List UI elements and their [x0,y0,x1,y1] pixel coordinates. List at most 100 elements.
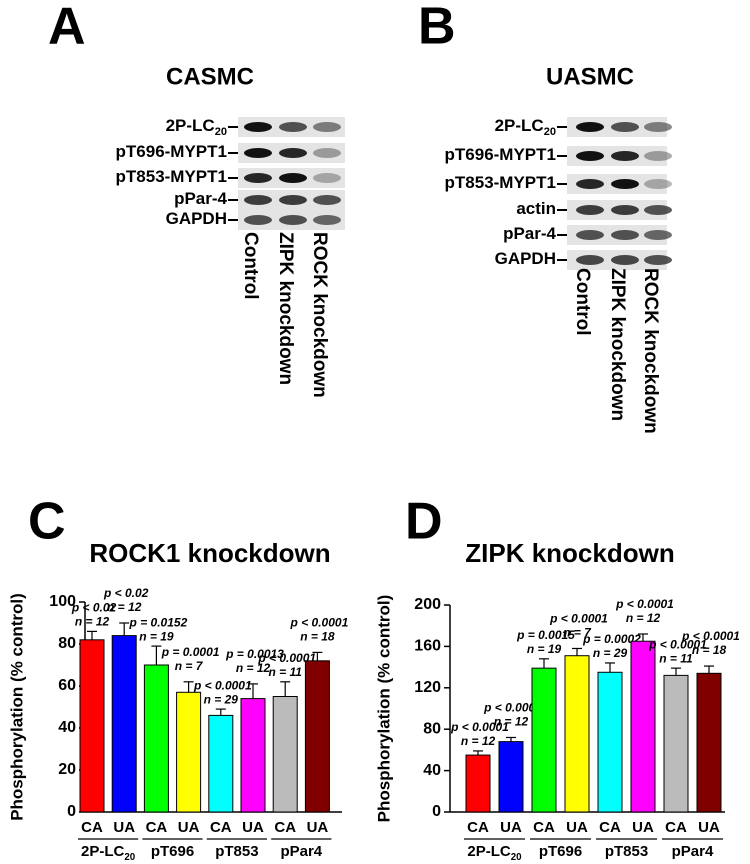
blot-band [279,122,307,132]
n-label: n = 7 [175,659,204,673]
bar [465,754,491,813]
blot-label-main: pT853-MYPT1 [445,173,556,192]
y-axis-label: Phosphorylation (% control) [374,595,393,823]
group-label-sub: 20 [124,852,135,863]
blot-label-main: pPar-4 [503,224,556,243]
bar [111,635,137,813]
x-tick-label: UA [242,819,264,836]
panel-letter: A [48,0,86,56]
n-label: n = 12 [107,600,142,614]
blot-band [313,215,341,225]
n-label: n = 11 [268,665,302,679]
p-label: p = 0.0152 [129,615,188,629]
p-label: p < 0.02 [71,601,117,615]
p-label: p < 0.0001 [290,616,349,630]
blot-label: GAPDH [495,249,556,268]
x-tick-label: CA [210,819,232,836]
x-tick-label: UA [698,819,720,836]
blot-label: pPar-4 [174,189,227,208]
blot-label: pT853-MYPT1 [445,173,556,192]
bar [304,660,330,813]
chart-title: ROCK1 knockdown [89,538,330,568]
y-axis-label: Phosphorylation (% control) [7,593,26,821]
blot-band [244,195,272,205]
x-tick-label: UA [178,819,200,836]
n-label: n = 19 [527,642,562,656]
bar [176,691,202,813]
n-label: n = 29 [593,646,628,660]
blot-band [244,122,272,132]
x-tick-label: UA [566,819,588,836]
n-label: n = 12 [626,611,661,625]
y-tick-label: 40 [423,762,441,779]
p-label: p < 0.0001 [615,597,674,611]
blot-band [611,179,639,189]
blot-band [611,230,639,240]
blot-band [244,173,272,183]
group-label: pPar4 [280,843,322,860]
blot-label-main: pPar-4 [174,189,227,208]
bar [143,664,169,813]
bar [663,674,689,813]
n-label: n = 12 [75,615,110,629]
y-tick-label: 60 [58,677,76,694]
n-label: n = 18 [300,630,335,644]
p-label: p = 0.0013 [225,647,284,661]
bar [498,741,524,813]
blot-band [244,215,272,225]
group-label-main: pPar4 [280,843,322,860]
blot-band [611,122,639,132]
blot-band [576,122,604,132]
n-label: n = 12 [494,715,529,729]
p-label: p < 0.0001 [257,651,316,665]
blot-band [279,215,307,225]
x-tick-label: CA [274,819,296,836]
y-tick-label: 0 [432,803,441,820]
group-label: 2P-LC20 [81,843,136,863]
blot-label: pT696-MYPT1 [445,145,556,164]
blot-label: 2P-LC20 [166,116,227,137]
blot-label-main: GAPDH [495,249,556,268]
x-tick-label: UA [113,819,135,836]
blot-band [644,255,672,265]
x-tick-label: CA [533,819,555,836]
blot-band [644,205,672,215]
x-tick-label: CA [81,819,103,836]
y-tick-label: 200 [414,596,441,613]
lane-label: Control [240,232,261,300]
bar [531,667,557,813]
blot-band [313,173,341,183]
n-label: n = 11 [659,651,693,665]
blot-band [576,230,604,240]
group-label: pT853 [215,843,258,860]
blot-band [313,122,341,132]
p-label: p < 0.0001 [483,701,542,715]
lane-label: ROCK knockdown [309,232,330,398]
n-label: n = 12 [461,734,496,748]
bar [79,639,105,813]
blot-band [576,255,604,265]
blot-band [576,205,604,215]
blot-label-sub: 20 [544,126,556,138]
group-label-main: pT853 [605,843,648,860]
blot-label: pT853-MYPT1 [116,167,227,186]
group-label-main: 2P-LC [81,843,125,860]
bar [272,696,298,813]
p-label: p < 0.0001 [549,612,608,626]
x-tick-label: CA [467,819,489,836]
group-label-sub: 20 [511,852,522,863]
blot-band [611,255,639,265]
blot-label-main: 2P-LC [495,116,544,135]
y-tick-label: 80 [58,635,76,652]
blot-label: 2P-LC20 [495,116,556,137]
group-label-main: pT853 [215,843,258,860]
n-label: n = 7 [563,626,592,640]
blot-band [644,151,672,161]
blot-band [313,195,341,205]
lane-label: ROCK knockdown [640,268,661,434]
blot-band [576,179,604,189]
blot-label-main: GAPDH [166,209,227,228]
bar [630,640,656,813]
p-label: p < 0.0001 [648,637,707,651]
blot-label: actin [516,199,556,218]
